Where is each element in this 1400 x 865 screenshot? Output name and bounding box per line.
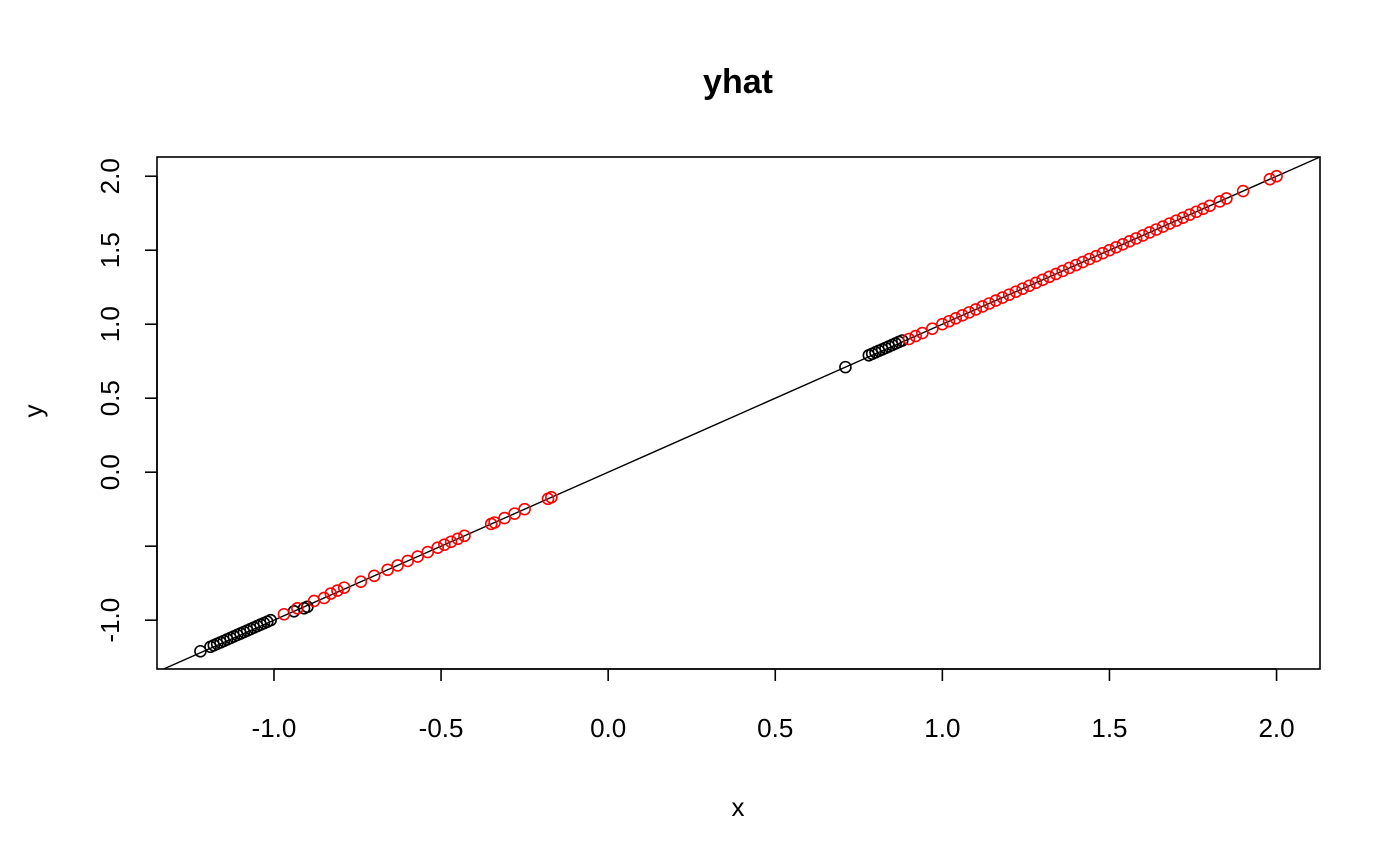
data-point [1096,246,1110,260]
x-tick-label: 1.0 [924,713,960,743]
data-point [1022,279,1036,293]
data-point [926,322,939,335]
x-tick-label: -0.5 [419,713,464,743]
y-tick-label: -1.0 [95,598,125,643]
axes-layer: -1.0 -0.5 0.0 0.5 1.0 1.5 2.0 -1.0 0.0 0.5 1.0 1.5 2… [95,158,1295,743]
data-point [1049,267,1063,281]
data-point [1116,238,1130,251]
data-point [1203,199,1217,213]
data-point [317,591,331,605]
data-point [962,306,976,319]
data-point [291,602,304,615]
points-layer [194,169,1283,658]
data-point [488,516,501,529]
y-tick-label: 1.0 [95,306,125,342]
data-point [1213,195,1227,208]
data-point [411,550,424,563]
data-point [1270,169,1283,183]
data-point [421,545,434,559]
data-point [956,309,969,322]
data-point [1056,264,1069,278]
data-point [1263,172,1277,186]
data-point [1016,282,1029,295]
data-point [902,332,916,346]
data-point [498,511,511,525]
data-point [277,607,291,621]
data-point [1129,232,1143,245]
data-point [1236,184,1250,198]
data-point [381,563,394,577]
data-point [1063,261,1076,275]
data-point [518,502,531,516]
data-point [194,644,207,658]
data-point [1043,270,1056,284]
data-point [1069,258,1083,272]
data-point [949,311,963,325]
data-point [1169,214,1183,227]
data-point [909,329,922,343]
data-point [508,507,521,520]
data-point [996,291,1009,304]
data-point [1143,226,1156,239]
data-point [1103,243,1116,257]
data-point [982,297,996,310]
x-tick-label: 0.5 [757,713,793,743]
data-point [451,532,465,546]
reference-line [163,156,1321,670]
y-tick-label: 1.5 [95,232,125,268]
data-point [1149,223,1163,236]
data-point [1220,192,1233,205]
chart-title: yhat [703,63,773,101]
data-point [1163,217,1176,230]
data-point [331,584,344,597]
data-point [431,541,445,554]
data-point [1036,273,1049,287]
data-point [1083,252,1096,266]
data-point [438,538,451,551]
data-point [545,491,558,504]
y-tick-label: 0.0 [95,454,125,490]
data-point [936,317,949,331]
data-point [401,554,414,568]
data-point [969,303,983,316]
data-point [1183,208,1196,222]
reference-line-layer [163,156,1321,670]
y-tick-label: 2.0 [95,158,125,194]
data-point [444,535,458,549]
data-point [839,360,852,374]
data-point [1089,249,1103,263]
y-axis-label: y [18,405,48,418]
x-tick-label: 1.5 [1091,713,1127,743]
data-point [1156,220,1170,233]
x-tick-label: 2.0 [1258,713,1294,743]
y-tick-label: 0.5 [95,380,125,416]
data-point [895,334,909,347]
data-point [458,529,471,543]
data-point [1176,211,1190,224]
data-point [391,559,404,572]
data-point [942,314,956,328]
data-point [1076,255,1090,269]
data-point [1136,229,1150,242]
x-tick-label: -1.0 [252,713,297,743]
data-point [337,581,351,594]
plot-frame [156,156,1321,670]
data-point [1009,285,1023,298]
data-point [264,613,277,627]
x-tick-label: 0.0 [590,713,626,743]
data-point [1029,276,1043,290]
data-point [1002,288,1016,301]
data-point [976,300,989,313]
data-point [1196,202,1210,216]
data-point [916,326,929,340]
data-point [324,587,338,600]
data-point [367,569,381,583]
x-axis-label: x [732,792,745,822]
data-point [1123,235,1136,248]
data-point [989,294,1003,307]
data-point [354,575,368,588]
data-point [1190,205,1203,219]
data-point [1109,240,1123,254]
